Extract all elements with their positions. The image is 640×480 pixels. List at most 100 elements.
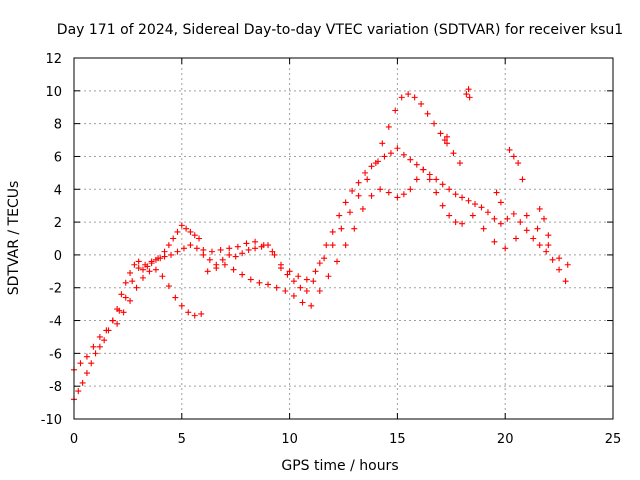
data-point (247, 276, 254, 283)
data-point (497, 220, 504, 227)
data-point (226, 251, 233, 258)
data-point (497, 199, 504, 206)
data-point (213, 265, 220, 272)
data-point (148, 258, 155, 265)
data-point (308, 302, 315, 309)
data-point (407, 156, 414, 163)
data-point (290, 278, 297, 285)
data-point (131, 261, 138, 268)
plot-frame (73, 57, 614, 420)
data-point (77, 360, 84, 367)
data-point (443, 140, 450, 147)
series-lower (114, 166, 571, 327)
data-point (277, 261, 284, 268)
data-point (463, 91, 470, 98)
data-point (564, 261, 571, 268)
data-point (420, 166, 427, 173)
y-tick-label: 8 (54, 118, 62, 133)
x-tick-label: 20 (497, 432, 514, 447)
data-point (127, 269, 134, 276)
data-point (338, 225, 345, 232)
data-point (368, 192, 375, 199)
y-tick-label: -6 (49, 347, 62, 362)
data-point (446, 212, 453, 219)
series-main (71, 145, 569, 403)
data-point (362, 169, 369, 176)
data-point (400, 151, 407, 158)
data-point (431, 120, 438, 127)
data-point (232, 253, 239, 260)
x-tick-label: 5 (178, 432, 186, 447)
data-point (433, 189, 440, 196)
data-point (178, 302, 185, 309)
data-point (260, 242, 267, 249)
data-point (316, 288, 323, 295)
y-tick-label: 12 (45, 52, 62, 67)
x-tick-label: 25 (605, 432, 622, 447)
x-tick-label: 0 (70, 432, 78, 447)
data-point (405, 91, 412, 98)
data-point (159, 273, 166, 280)
data-point (398, 94, 405, 101)
ticks-layer: 0 5 10 15 20 25 -10 -8 -6 -4 -2 0 2 4 6 8 10 12 (41, 52, 622, 447)
data-point (187, 228, 194, 235)
data-point (96, 333, 103, 340)
data-point (265, 281, 272, 288)
data-point (226, 245, 233, 252)
x-tick-label: 10 (281, 432, 298, 447)
data-point (456, 160, 463, 167)
data-point (269, 248, 276, 255)
data-point (170, 235, 177, 242)
data-point (165, 283, 172, 290)
data-point (439, 202, 446, 209)
data-point (323, 242, 330, 249)
data-point (75, 388, 82, 395)
data-point (443, 133, 450, 140)
data-point (219, 256, 226, 263)
data-point (413, 176, 420, 183)
data-point (562, 278, 569, 285)
data-point (342, 199, 349, 206)
data-point (379, 140, 386, 147)
data-point (196, 235, 203, 242)
data-point (139, 274, 146, 281)
data-point (252, 238, 259, 245)
data-point (385, 123, 392, 130)
data-point (387, 150, 394, 157)
data-point (155, 255, 162, 262)
data-point (413, 161, 420, 168)
data-point (493, 189, 500, 196)
y-axis-label: SDTVAR / TECUs (6, 181, 22, 296)
data-point (234, 243, 241, 250)
y-tick-label: -4 (49, 315, 62, 330)
data-point (178, 222, 185, 229)
data-point (256, 279, 263, 286)
data-point (230, 266, 237, 273)
data-point (109, 317, 116, 324)
data-point (392, 107, 399, 114)
data-point (165, 242, 172, 249)
data-point (127, 297, 134, 304)
data-point (172, 294, 179, 301)
data-point (491, 238, 498, 245)
data-point (418, 100, 425, 107)
data-point (452, 191, 459, 198)
data-point (239, 271, 246, 278)
data-point (245, 246, 252, 253)
data-point (204, 268, 211, 275)
data-point (88, 360, 95, 367)
data-point (325, 273, 332, 280)
data-point (517, 219, 524, 226)
data-point (252, 245, 259, 252)
data-point (83, 353, 90, 360)
data-point (394, 145, 401, 152)
data-point (139, 266, 146, 273)
data-point (329, 242, 336, 249)
data-point (239, 250, 246, 257)
data-point (510, 153, 517, 160)
data-point (273, 284, 280, 291)
y-tick-label: -8 (49, 380, 62, 395)
data-point (103, 327, 110, 334)
data-point (534, 225, 541, 232)
data-point (183, 225, 190, 232)
